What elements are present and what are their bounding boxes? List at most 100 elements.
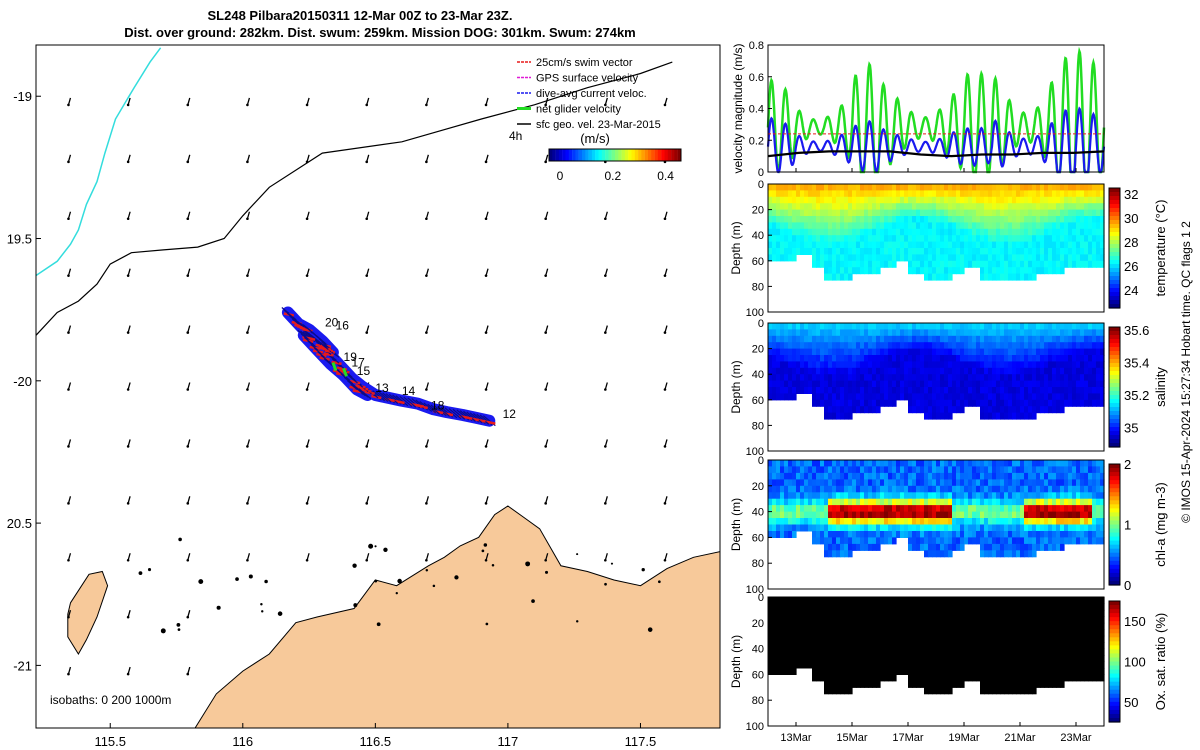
dive-avg-vector	[297, 329, 311, 341]
salinity-cell	[1004, 329, 1009, 337]
temperature-cell	[1048, 228, 1053, 236]
salinity-cell	[1080, 323, 1085, 330]
chlorophyll-cell	[836, 511, 841, 519]
chlorophyll-cell	[1000, 460, 1005, 467]
chlorophyll-cell	[1044, 460, 1049, 467]
temperature-cell	[1012, 260, 1017, 268]
temperature-cell	[828, 248, 833, 255]
salinity-cell	[820, 393, 825, 401]
temperature-cell	[936, 216, 941, 223]
temperature-cell	[1092, 241, 1097, 249]
chlorophyll-cell	[968, 505, 973, 513]
oxygen-cell	[920, 661, 925, 669]
chlorophyll-cell	[1012, 524, 1017, 532]
chlorophyll-cell	[1068, 485, 1073, 493]
colorbar-cell	[578, 149, 583, 161]
temperature-cell	[788, 184, 793, 191]
oxygen-cell	[936, 655, 941, 662]
chlorophyll-cell	[996, 543, 1001, 551]
salinity-cell	[1080, 342, 1085, 350]
oxygen-cell	[1004, 603, 1009, 611]
salinity-cell	[1036, 361, 1041, 369]
chlorophyll-cell	[944, 498, 949, 506]
oxygen-cell	[880, 616, 885, 624]
chlorophyll-cell	[968, 485, 973, 493]
chlorophyll-cell	[932, 485, 937, 493]
salinity-cell	[1100, 361, 1105, 369]
temperature-cell	[884, 235, 889, 243]
oxygen-cell	[824, 616, 829, 624]
chlorophyll-cell	[832, 518, 837, 525]
chlorophyll-cell	[1084, 492, 1089, 500]
temperature-cell	[952, 241, 957, 249]
colorbar-cell	[1109, 256, 1120, 261]
oxygen-cell	[800, 648, 805, 656]
colorbar-cell	[1109, 204, 1120, 209]
temperature-cell	[876, 248, 881, 255]
chlorophyll-cell	[788, 511, 793, 519]
oxygen-cell	[768, 609, 773, 617]
chlorophyll-cell	[1044, 472, 1049, 480]
salinity-cell	[784, 367, 789, 375]
geostrophic-arrow-head	[186, 388, 190, 391]
temperature-cell	[792, 248, 797, 255]
temperature-cell	[1100, 196, 1105, 204]
salinity-cell	[988, 335, 993, 343]
chlorophyll-cell	[988, 498, 993, 506]
temperature-cell	[1080, 228, 1085, 236]
chlorophyll-cell	[900, 498, 905, 506]
salinity-cell	[804, 348, 809, 356]
chlorophyll-cell	[1008, 479, 1013, 487]
salinity-cell	[996, 329, 1001, 337]
salinity-cell	[1040, 399, 1045, 407]
temperature-cell	[780, 184, 785, 191]
oxygen-cell	[988, 609, 993, 617]
chlorophyll-cell	[1100, 492, 1105, 500]
salinity-cell	[944, 342, 949, 350]
oxygen-cell	[1016, 609, 1021, 617]
temperature-cell	[900, 190, 905, 198]
salinity-cell	[1020, 355, 1025, 362]
oxygen-cell	[1008, 668, 1013, 675]
salinity-cell	[1044, 342, 1049, 350]
temperature-cell	[876, 267, 881, 275]
salinity-cell	[892, 399, 897, 407]
temperature-cell	[1004, 184, 1009, 191]
oxygen-cell	[928, 635, 933, 643]
temperature-cell	[1036, 222, 1041, 230]
chlorophyll-cell	[932, 518, 937, 525]
oxygen-cell	[832, 603, 837, 611]
salinity-cell	[1096, 348, 1101, 356]
temperature-cell	[804, 209, 809, 217]
salinity-cell	[932, 329, 937, 337]
colorbar-cell	[582, 149, 586, 161]
chlorophyll-cell	[1056, 505, 1061, 513]
salinity-cell	[928, 406, 933, 414]
salinity-cell	[940, 380, 945, 388]
chlorophyll-cell	[1060, 479, 1065, 487]
temperature-cell	[936, 267, 941, 275]
chlorophyll-cell	[952, 505, 957, 513]
oxygen-cell	[852, 609, 857, 617]
salinity-cell	[1028, 393, 1033, 401]
temperature-cell	[1100, 209, 1105, 217]
oxygen-cell	[1008, 616, 1013, 624]
temperature-cell	[792, 254, 797, 262]
oxygen-cell	[860, 629, 865, 637]
islet-mark	[235, 577, 239, 581]
temperature-cell	[932, 248, 937, 255]
oxygen-cell	[932, 661, 937, 669]
oxygen-cell	[996, 655, 1001, 662]
salinity-cell	[788, 323, 793, 330]
chlorophyll-cell	[1024, 460, 1029, 467]
temperature-cell	[972, 228, 977, 236]
oxygen-cell	[960, 655, 965, 662]
salinity-cell	[1060, 342, 1065, 350]
oxygen-cell	[932, 642, 937, 650]
chlorophyll-cell	[808, 466, 813, 474]
salinity-cell	[992, 342, 997, 350]
oxygen-cell	[992, 661, 997, 669]
chlorophyll-cell	[848, 505, 853, 513]
chlorophyll-cell	[840, 518, 845, 525]
chlorophyll-cell	[804, 466, 809, 474]
